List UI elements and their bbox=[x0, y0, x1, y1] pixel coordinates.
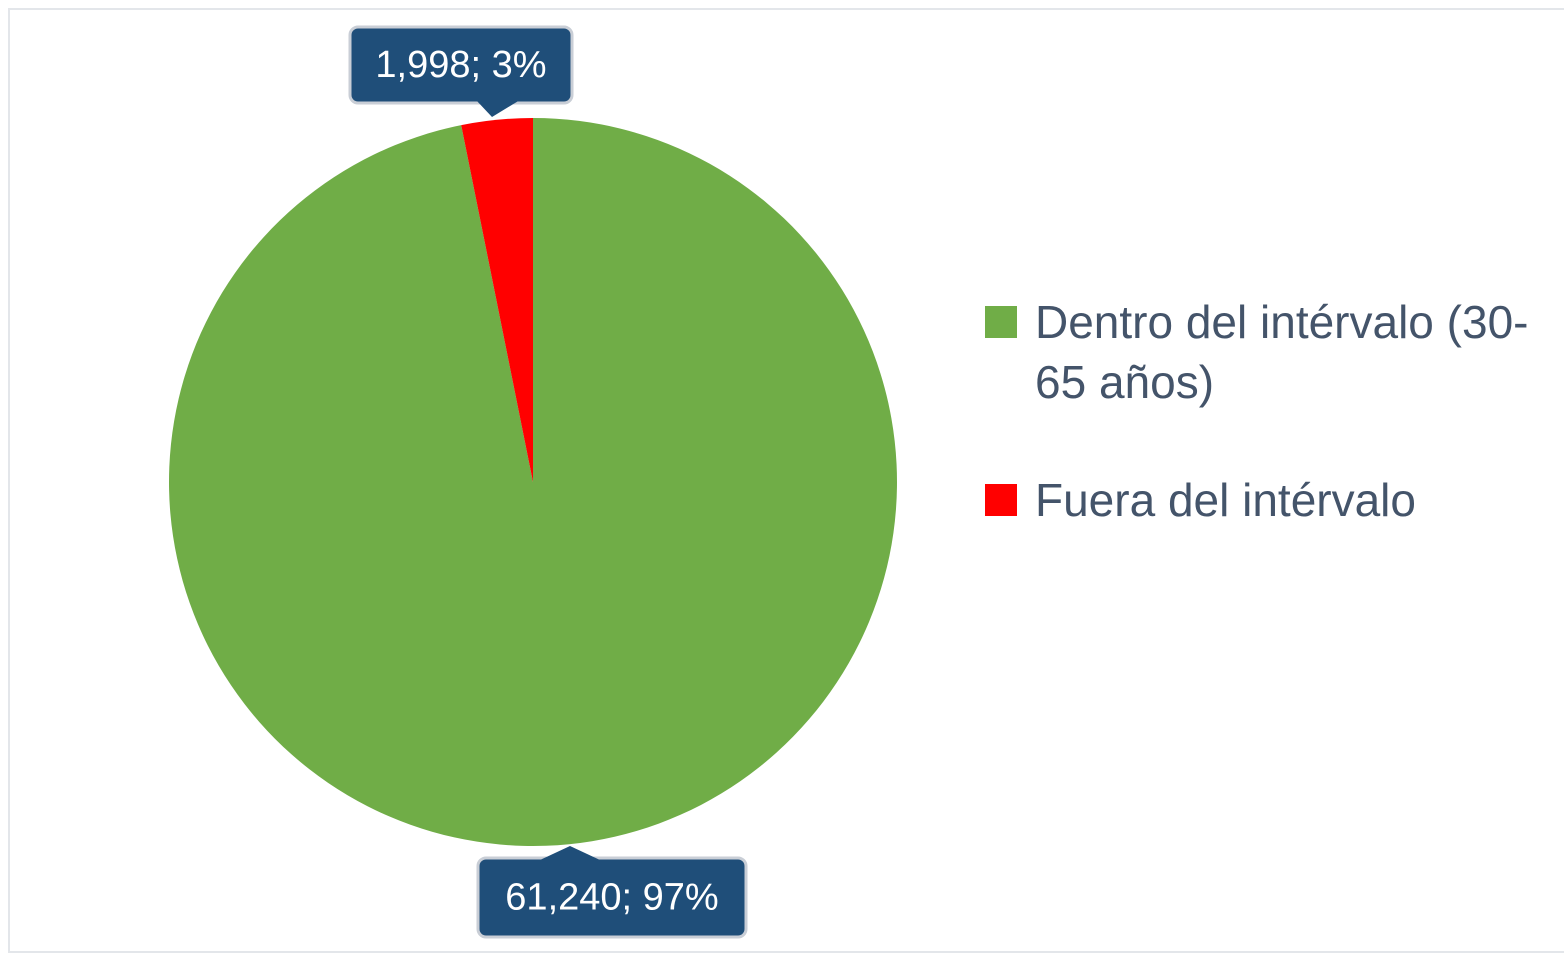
legend-label: Fuera del intérvalo bbox=[1035, 474, 1416, 526]
data-label-text: 1,998; 3% bbox=[375, 44, 546, 86]
data-label: 61,240; 97% bbox=[476, 846, 748, 939]
data-label: 1,998; 3% bbox=[348, 25, 574, 117]
label-pointer bbox=[540, 846, 600, 860]
legend: Dentro del intérvalo (30-65 años) Fuera d… bbox=[985, 292, 1545, 588]
label-box bbox=[348, 25, 574, 105]
label-box bbox=[476, 856, 748, 939]
legend-swatch bbox=[985, 484, 1017, 516]
data-label-text: 61,240; 97% bbox=[505, 877, 718, 919]
legend-label: Dentro del intérvalo (30-65 años) bbox=[1035, 296, 1529, 408]
legend-entry: Dentro del intérvalo (30-65 años) bbox=[985, 292, 1545, 412]
pie-slice bbox=[461, 118, 533, 482]
label-pointer bbox=[476, 100, 520, 117]
legend-entry: Fuera del intérvalo bbox=[985, 470, 1545, 530]
legend-swatch bbox=[985, 306, 1017, 338]
